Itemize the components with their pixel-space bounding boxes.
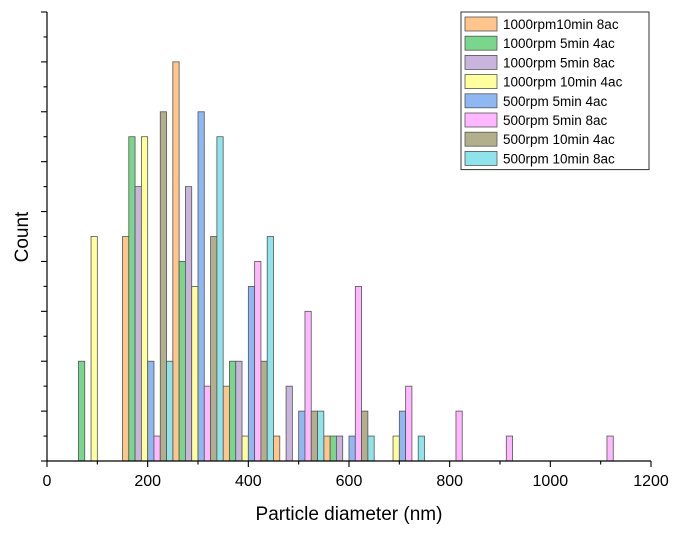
bars <box>78 61 614 462</box>
legend-swatch <box>464 35 498 51</box>
bar <box>367 435 375 462</box>
bar <box>361 410 369 462</box>
bar <box>254 261 262 462</box>
legend-swatch <box>464 112 498 128</box>
x-axis-title: Particle diameter (nm) <box>256 504 443 525</box>
bar <box>229 360 237 462</box>
legend-swatch <box>464 55 498 70</box>
bar <box>336 435 344 462</box>
legend-label: 1000rpm 5min 4ac <box>503 36 615 51</box>
bar <box>417 435 425 462</box>
bar <box>266 236 274 462</box>
bar <box>285 385 293 462</box>
bar <box>392 435 400 462</box>
legend-label: 1000rpm 5min 8ac <box>503 55 615 70</box>
legend-label: 1000rpm10min 8ac <box>503 17 619 32</box>
bar <box>304 310 312 462</box>
bar <box>405 385 413 462</box>
bar <box>317 410 325 462</box>
legend-swatch <box>464 93 498 109</box>
bar <box>348 435 356 462</box>
bar <box>134 186 142 462</box>
legend-label: 500rpm 10min 8ac <box>503 151 615 166</box>
bar <box>329 435 337 462</box>
bar <box>153 435 161 462</box>
bar <box>210 236 218 462</box>
bar <box>90 236 98 462</box>
bar <box>222 385 230 462</box>
bar <box>310 410 318 462</box>
x-tick-label: 0 <box>43 473 52 490</box>
legend-swatch <box>464 150 498 166</box>
bar <box>241 435 249 462</box>
bar <box>166 360 174 462</box>
bar <box>235 360 243 462</box>
bar <box>273 435 281 462</box>
bar <box>398 410 407 462</box>
bar <box>197 111 205 462</box>
x-tick-label: 200 <box>134 473 161 490</box>
bar <box>122 236 130 462</box>
bar <box>185 186 193 462</box>
bar <box>140 136 149 462</box>
bar <box>191 285 199 462</box>
axes <box>41 11 652 467</box>
bar <box>159 111 167 462</box>
x-tick-labels: 0 200 400 600 800 1000 1200 <box>43 473 669 490</box>
bar <box>505 435 513 462</box>
x-tick-label: 800 <box>436 473 463 490</box>
y-axis-title: Count <box>12 211 33 262</box>
bar <box>323 435 331 462</box>
bar <box>172 61 180 462</box>
x-tick-label: 1200 <box>633 473 669 490</box>
bar <box>247 285 256 462</box>
bar <box>216 136 224 462</box>
legend-label: 500rpm 10min 4ac <box>503 132 615 147</box>
bar <box>260 360 268 462</box>
legend-label: 1000rpm 10min 4ac <box>503 75 623 90</box>
bar <box>455 410 463 462</box>
x-tick-label: 600 <box>336 473 363 490</box>
bar <box>78 360 86 462</box>
bar <box>178 261 186 462</box>
bar <box>128 136 136 462</box>
bar <box>354 285 362 462</box>
bar <box>298 410 306 462</box>
legend-swatch <box>464 74 498 89</box>
bar <box>606 435 614 462</box>
legend-swatch <box>464 16 498 32</box>
legend-label: 500rpm 5min 4ac <box>503 94 608 109</box>
bar <box>147 360 155 462</box>
legend: 1000rpm10min 8ac 1000rpm 5min 4ac 1000rpm … <box>460 11 650 171</box>
legend-label: 500rpm 5min 8ac <box>503 113 608 128</box>
legend-swatch <box>464 131 498 147</box>
bar <box>203 385 211 462</box>
x-tick-label: 400 <box>235 473 262 490</box>
x-tick-label: 1000 <box>533 473 569 490</box>
